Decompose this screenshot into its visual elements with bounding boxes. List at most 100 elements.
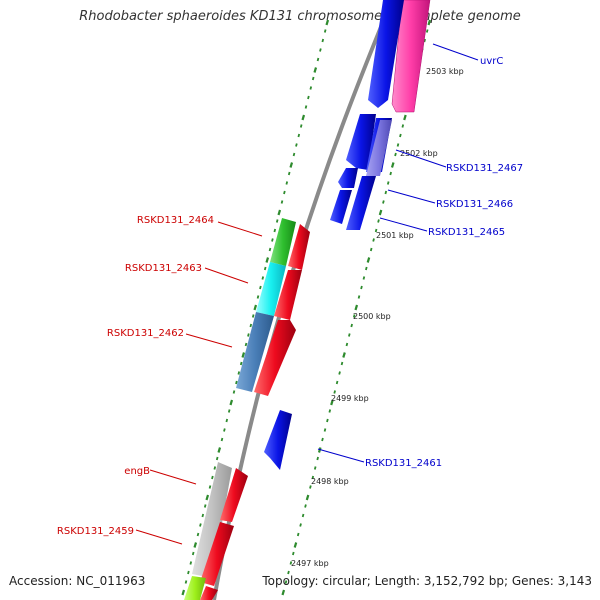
gene-forward-red-6[interactable] <box>200 586 218 600</box>
gene-RSKD131_2463-cyan[interactable] <box>256 262 286 316</box>
label-RSKD131_2465[interactable]: RSKD131_2465 <box>428 227 505 238</box>
tick-mark <box>354 304 359 311</box>
gene-forward-red-3[interactable] <box>254 320 296 396</box>
gene-reverse-blue-1[interactable] <box>368 0 404 108</box>
tick-mark <box>321 437 324 442</box>
tick-mark <box>305 494 310 501</box>
tick-mark <box>325 19 330 26</box>
label-RSKD131_2466[interactable]: RSKD131_2466 <box>436 199 513 210</box>
tick-mark <box>304 105 308 109</box>
gene-RSKD131_2467-purple[interactable] <box>366 120 392 176</box>
tick-mark <box>304 504 307 508</box>
tick-mark <box>299 124 303 128</box>
gene-reverse-blue-6[interactable] <box>346 176 376 230</box>
tick-mark <box>273 228 277 233</box>
gene-RSKD131_2464-green[interactable] <box>270 218 296 266</box>
label-RSKD131_2464[interactable]: RSKD131_2464 <box>137 215 214 226</box>
tick-mark <box>372 238 375 242</box>
tick-mark <box>348 333 351 337</box>
tick-mark <box>232 390 236 394</box>
tick-mark <box>350 323 353 328</box>
tick-mark <box>423 38 426 43</box>
tick-mark <box>390 162 395 168</box>
tick-mark <box>199 523 202 527</box>
tick-mark <box>280 200 284 204</box>
tick-mark <box>193 542 198 548</box>
gene-forward-red-4[interactable] <box>220 468 248 522</box>
tick-mark <box>205 494 210 501</box>
tick-label-2497: 2497 kbp <box>291 559 329 568</box>
gene-RSKD131_2461[interactable] <box>264 410 292 470</box>
genome-backbone <box>212 0 394 600</box>
tick-mark <box>244 342 248 347</box>
tick-mark <box>377 219 380 223</box>
tick-mark <box>181 589 186 596</box>
gene-labels: uvrC RSKD131_2467 RSKD131_2466 RSKD131_2… <box>57 56 523 537</box>
tick-mark <box>184 580 188 584</box>
topology-text: Topology: circular; Length: 3,152,792 bp… <box>262 574 592 588</box>
gene-reverse-blue-2[interactable] <box>346 114 376 170</box>
tick-mark <box>425 29 429 33</box>
tick-mark <box>268 247 272 252</box>
label-RSKD131_2463[interactable]: RSKD131_2463 <box>125 263 202 274</box>
gene-uvrC-pink[interactable] <box>391 0 431 113</box>
label-RSKD131_2461[interactable]: RSKD131_2461 <box>365 458 442 469</box>
tick-mark <box>311 76 315 81</box>
tick-mark <box>213 466 217 470</box>
tick-mark <box>187 570 190 575</box>
tick-mark <box>338 371 341 375</box>
label-uvrC[interactable]: uvrC <box>480 56 503 67</box>
gene-forward-red-1[interactable] <box>288 224 310 270</box>
tick-mark <box>386 181 390 185</box>
tick-mark <box>321 38 325 43</box>
label-RSKD131_2467[interactable]: RSKD131_2467 <box>446 163 523 174</box>
tick-mark <box>326 418 329 423</box>
leader-lines <box>135 43 479 545</box>
gene-engB-gray[interactable] <box>192 462 232 578</box>
tick-mark <box>403 114 407 121</box>
gene-lime[interactable] <box>184 576 206 600</box>
tick-label-2499: 2499 kbp <box>331 394 369 403</box>
tick-mark <box>342 352 346 358</box>
tick-mark <box>271 238 274 242</box>
tick-mark <box>189 561 193 565</box>
label-RSKD131_2462[interactable]: RSKD131_2462 <box>107 328 184 339</box>
tick-mark <box>251 314 255 318</box>
tick-mark <box>365 266 368 271</box>
tick-mark <box>295 143 298 147</box>
tick-mark <box>249 323 253 328</box>
tick-mark <box>335 380 339 385</box>
tick-label-2501: 2501 kbp <box>376 231 414 240</box>
tick-mark <box>382 200 385 204</box>
label-RSKD131_2459[interactable]: RSKD131_2459 <box>57 526 134 537</box>
scale-labels: 2503 kbp 2502 kbp 2501 kbp 2500 kbp 2499… <box>291 67 464 568</box>
tick-mark <box>191 551 195 556</box>
gene-reverse-blue-4[interactable] <box>338 168 358 188</box>
tick-label-2502: 2502 kbp <box>400 149 438 158</box>
gene-forward-red-2[interactable] <box>274 270 302 320</box>
gene-forward-red-5[interactable] <box>200 522 234 586</box>
tick-mark <box>265 257 270 263</box>
tick-mark <box>301 513 305 518</box>
tick-label-2498: 2498 kbp <box>311 477 349 486</box>
tick-mark <box>345 342 349 347</box>
tick-mark <box>378 209 383 216</box>
tick-mark <box>287 570 290 575</box>
tick-mark <box>360 285 363 290</box>
tick-mark <box>287 171 291 176</box>
tick-mark <box>369 247 373 252</box>
tick-mark <box>235 380 238 385</box>
tick-mark <box>208 485 212 489</box>
tick-mark <box>263 266 267 271</box>
gene-RSKD131_2462-steel[interactable] <box>236 312 274 392</box>
tick-mark <box>313 67 318 73</box>
tick-mark <box>261 276 265 280</box>
tick-mark <box>275 219 279 223</box>
gene-reverse-blue-5[interactable] <box>330 190 352 224</box>
label-engB[interactable]: engB <box>124 466 150 477</box>
tick-mark <box>352 314 356 318</box>
tick-mark <box>319 48 322 52</box>
tick-mark <box>201 513 205 518</box>
tick-mark <box>311 475 315 480</box>
tick-mark <box>330 399 334 406</box>
